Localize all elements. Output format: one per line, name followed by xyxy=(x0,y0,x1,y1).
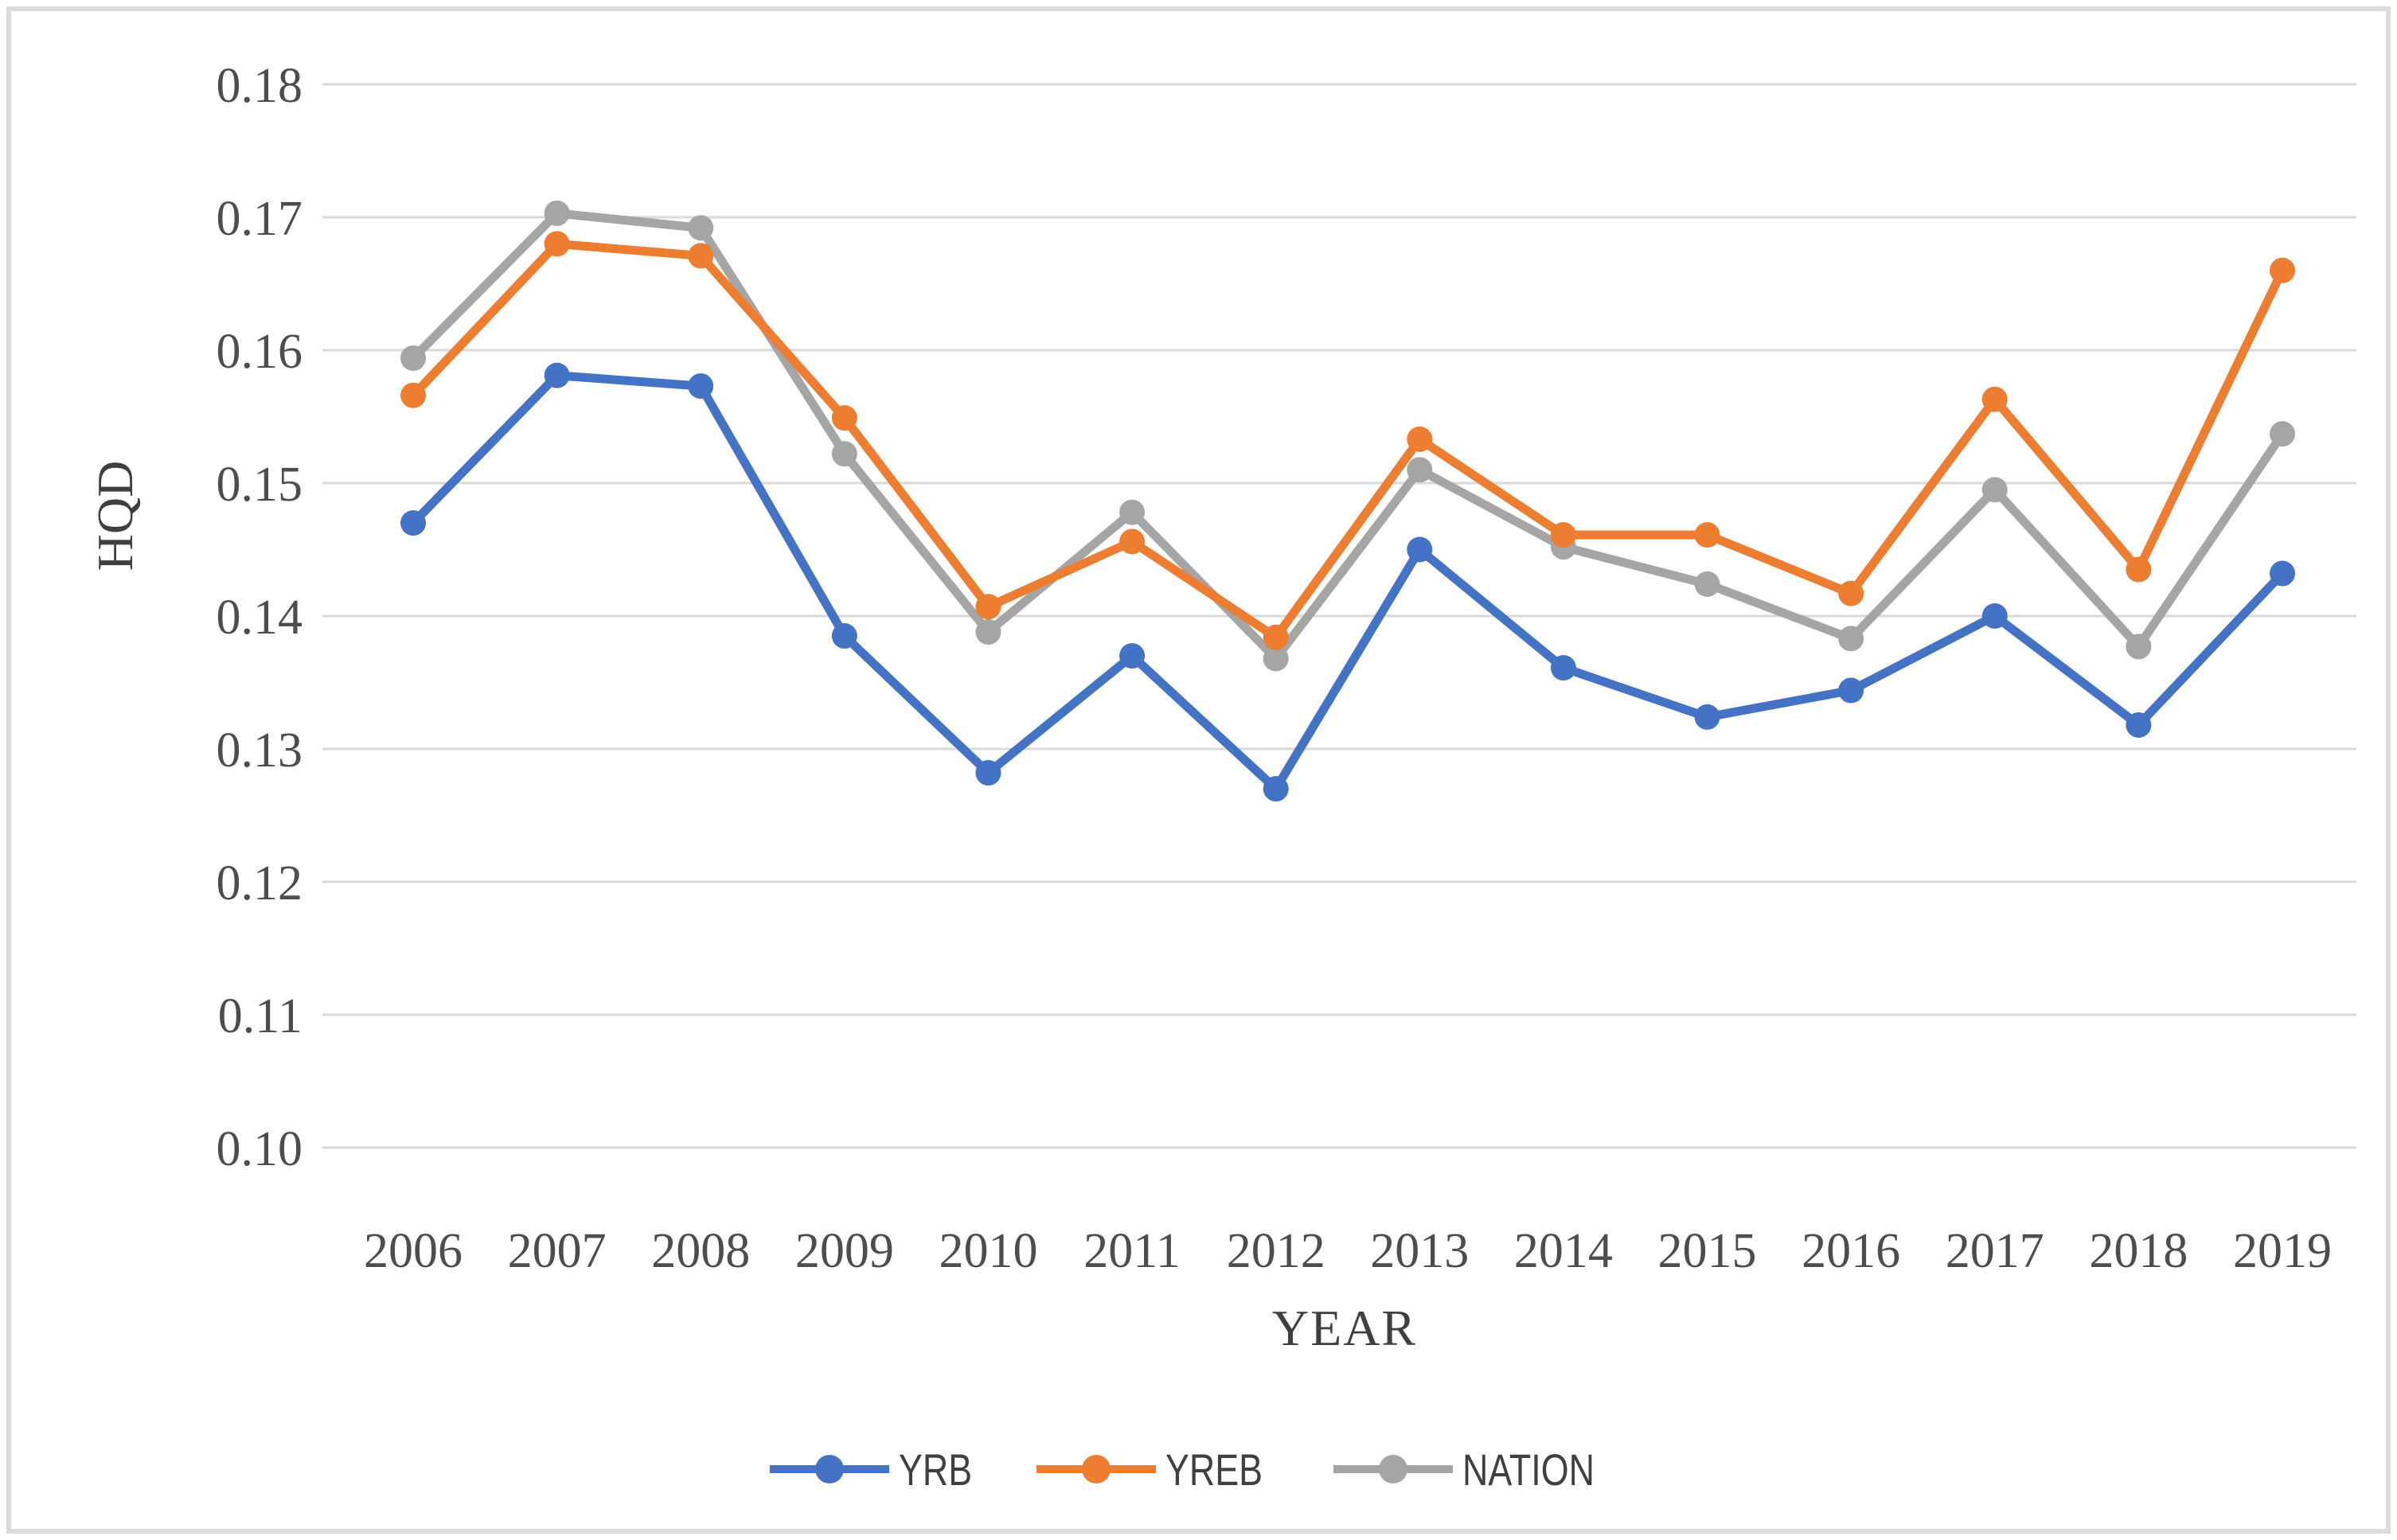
x-tick-label: 2018 xyxy=(2089,1224,2188,1278)
x-tick-label: 2008 xyxy=(651,1224,750,1278)
x-tick-label: 2016 xyxy=(1802,1224,1900,1278)
nation-marker xyxy=(1119,499,1146,525)
yreb-marker xyxy=(2270,257,2295,283)
yrb-marker xyxy=(2126,712,2152,738)
x-axis-title: YEAR xyxy=(1271,1300,1418,1356)
y-tick-label: 0.16 xyxy=(217,325,303,379)
x-tick-label: 2014 xyxy=(1514,1224,1613,1278)
x-tick-label: 2010 xyxy=(939,1224,1037,1278)
y-tick-label: 0.11 xyxy=(218,989,303,1043)
x-tick-label: 2009 xyxy=(795,1224,894,1278)
nation-marker xyxy=(1407,457,1433,483)
yrb-marker xyxy=(1550,655,1576,681)
y-tick-label: 0.17 xyxy=(217,192,303,246)
y-tick-label: 0.18 xyxy=(217,59,303,113)
yreb-marker xyxy=(1263,624,1289,650)
legend: YRB YREB NATION xyxy=(0,1437,2397,1501)
yreb-marker xyxy=(1119,528,1146,555)
x-tick-label: 2015 xyxy=(1658,1224,1757,1278)
nation-line-marker-icon xyxy=(1333,1455,1453,1483)
yreb-marker xyxy=(831,405,857,431)
x-tick-label: 2017 xyxy=(1946,1224,2044,1278)
y-tick-label: 0.13 xyxy=(217,723,303,778)
yreb-marker xyxy=(1838,580,1864,606)
y-tick-label: 0.10 xyxy=(217,1122,303,1176)
nation-marker xyxy=(544,200,570,226)
legend-label-yrb: YRB xyxy=(898,1444,973,1495)
nation-marker xyxy=(400,345,426,372)
legend-item-yrb: YRB xyxy=(769,1444,990,1495)
x-tick-label: 2012 xyxy=(1227,1224,1325,1278)
nation-marker xyxy=(1838,626,1864,652)
yrb-line xyxy=(408,371,2287,793)
yrb-marker xyxy=(1981,603,2008,629)
yreb-marker xyxy=(975,594,1001,620)
yreb-marker xyxy=(2126,556,2152,583)
x-tick-label: 2019 xyxy=(2233,1224,2332,1278)
nation-marker xyxy=(1981,477,2008,503)
yrb-line-marker-icon xyxy=(769,1455,889,1483)
nation-marker xyxy=(2126,634,2152,660)
yrb-marker xyxy=(975,760,1001,786)
nation-marker xyxy=(1263,645,1289,672)
yreb-line xyxy=(408,239,2287,642)
y-tick-label: 0.14 xyxy=(217,591,303,645)
yreb-marker xyxy=(1981,386,2008,412)
yreb-marker xyxy=(1550,522,1576,548)
yrb-marker xyxy=(544,362,570,388)
y-axis-title: HQD xyxy=(87,460,143,571)
yrb-marker xyxy=(400,510,426,536)
yreb-marker xyxy=(400,382,426,408)
yrb-marker xyxy=(1407,536,1433,563)
nation-marker xyxy=(2270,421,2295,447)
y-tick-label: 0.12 xyxy=(217,856,303,910)
yrb-marker xyxy=(1838,677,1864,704)
yreb-marker xyxy=(1694,522,1720,548)
legend-item-yreb: YREB xyxy=(1036,1444,1287,1495)
figure-border xyxy=(6,6,2391,1534)
yreb-marker xyxy=(1407,426,1433,452)
legend-label-yreb: YREB xyxy=(1165,1444,1263,1495)
nation-line xyxy=(408,209,2287,663)
yrb-marker xyxy=(1119,643,1146,669)
x-tick-label: 2007 xyxy=(508,1224,607,1278)
x-tick-label: 2013 xyxy=(1370,1224,1469,1278)
yrb-marker xyxy=(688,373,714,400)
legend-label-nation: NATION xyxy=(1462,1444,1595,1495)
yrb-marker xyxy=(831,623,857,649)
yreb-marker xyxy=(688,243,714,269)
yreb-marker xyxy=(544,231,570,257)
x-tick-label: 2011 xyxy=(1083,1224,1181,1278)
x-tick-label: 2006 xyxy=(364,1224,463,1278)
legend-item-nation: NATION xyxy=(1333,1444,1627,1495)
yrb-marker xyxy=(1694,704,1720,730)
nation-marker xyxy=(975,619,1001,645)
yrb-marker xyxy=(2270,560,2295,587)
nation-marker xyxy=(831,441,857,467)
y-tick-label: 0.15 xyxy=(217,458,303,512)
yrb-marker xyxy=(1263,776,1289,802)
yreb-line-marker-icon xyxy=(1036,1455,1157,1483)
nation-marker xyxy=(688,215,714,241)
nation-marker xyxy=(1694,571,1720,597)
